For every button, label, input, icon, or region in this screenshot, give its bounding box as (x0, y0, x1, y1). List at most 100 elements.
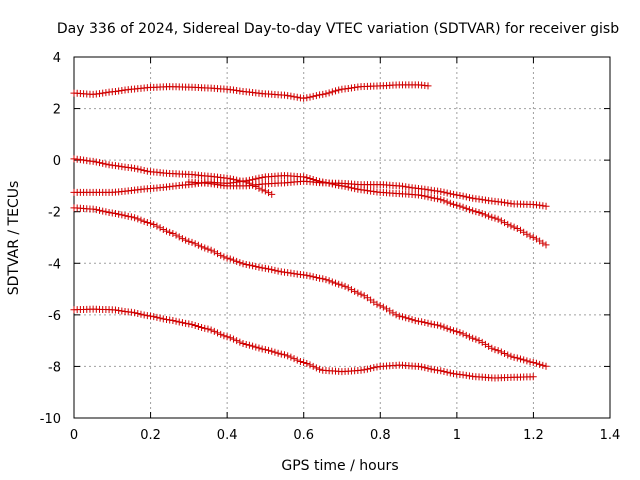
data-point (191, 321, 199, 329)
data-point (188, 238, 196, 246)
data-point (491, 214, 499, 222)
data-point (131, 164, 139, 172)
data-point (418, 191, 426, 199)
data-point (513, 224, 521, 232)
series-1 (70, 81, 432, 102)
data-point (465, 206, 473, 214)
data-point (443, 198, 451, 206)
data-point (255, 174, 263, 182)
data-point (335, 280, 343, 288)
x-tick-label: 1.2 (523, 428, 544, 443)
data-point (252, 343, 260, 351)
data-point (172, 231, 180, 239)
data-point (166, 228, 174, 236)
y-tick-label: -4 (48, 257, 61, 272)
data-point (293, 93, 301, 101)
data-point (466, 194, 474, 202)
data-point (453, 201, 461, 209)
data-point (494, 347, 502, 355)
series-2 (70, 155, 276, 198)
data-point (373, 363, 381, 371)
data-point (210, 248, 218, 256)
data-point (300, 359, 308, 367)
data-point (494, 215, 502, 223)
data-point (446, 369, 454, 377)
data-point (274, 267, 282, 275)
data-point (437, 367, 445, 375)
data-point (198, 323, 206, 331)
data-point (507, 222, 515, 230)
data-point (226, 334, 234, 342)
data-point (201, 244, 209, 252)
data-point (300, 271, 308, 279)
data-point (434, 187, 442, 195)
data-point (306, 272, 314, 280)
data-point (261, 187, 269, 195)
data-point (367, 364, 375, 372)
data-point (456, 329, 464, 337)
data-point (140, 217, 148, 225)
data-point (526, 358, 534, 366)
data-point (335, 86, 343, 94)
data-point (421, 318, 429, 326)
data-point (462, 204, 470, 212)
data-point (485, 212, 493, 220)
data-point (325, 89, 333, 97)
data-point (131, 214, 139, 222)
y-axis-label: SDTVAR / TECUs (6, 181, 22, 296)
data-point (440, 188, 448, 196)
data-point (319, 275, 327, 283)
data-point (437, 196, 445, 204)
data-point (306, 361, 314, 369)
data-point (127, 308, 135, 316)
data-point (131, 309, 139, 317)
data-point (443, 368, 451, 376)
data-point (529, 359, 537, 367)
data-point (293, 356, 301, 364)
data-point (124, 212, 132, 220)
data-point (204, 325, 212, 333)
data-point (194, 322, 202, 330)
data-point (236, 338, 244, 346)
data-point (312, 274, 320, 282)
data-point (188, 321, 196, 329)
data-point (491, 346, 499, 354)
data-point (332, 279, 340, 287)
x-tick-label: 0 (70, 428, 78, 443)
data-point (510, 353, 518, 361)
data-point (159, 226, 167, 234)
data-point (233, 337, 241, 345)
data-point (469, 334, 477, 342)
data-point (450, 200, 458, 208)
data-point (472, 208, 480, 216)
data-point (488, 344, 496, 352)
data-point (446, 190, 454, 198)
data-point (504, 220, 512, 228)
data-point (303, 360, 311, 368)
data-point (408, 316, 416, 324)
data-point (488, 213, 496, 221)
data-point (268, 190, 276, 198)
data-point (280, 351, 288, 359)
data-point (440, 197, 448, 205)
data-point (287, 92, 295, 100)
data-point (99, 159, 107, 167)
data-point (265, 189, 273, 197)
data-point (220, 253, 228, 261)
data-point (325, 277, 333, 285)
data-point (481, 211, 489, 219)
data-point (175, 318, 183, 326)
data-point (504, 351, 512, 359)
data-point (421, 364, 429, 372)
data-point (96, 159, 104, 167)
data-point (137, 310, 145, 318)
data-point (418, 318, 426, 326)
x-tick-label: 0.4 (217, 428, 238, 443)
data-point (162, 315, 170, 323)
data-point (239, 260, 247, 268)
data-point (539, 361, 547, 369)
data-point (284, 352, 292, 360)
data-point (182, 319, 190, 327)
data-point (465, 333, 473, 341)
